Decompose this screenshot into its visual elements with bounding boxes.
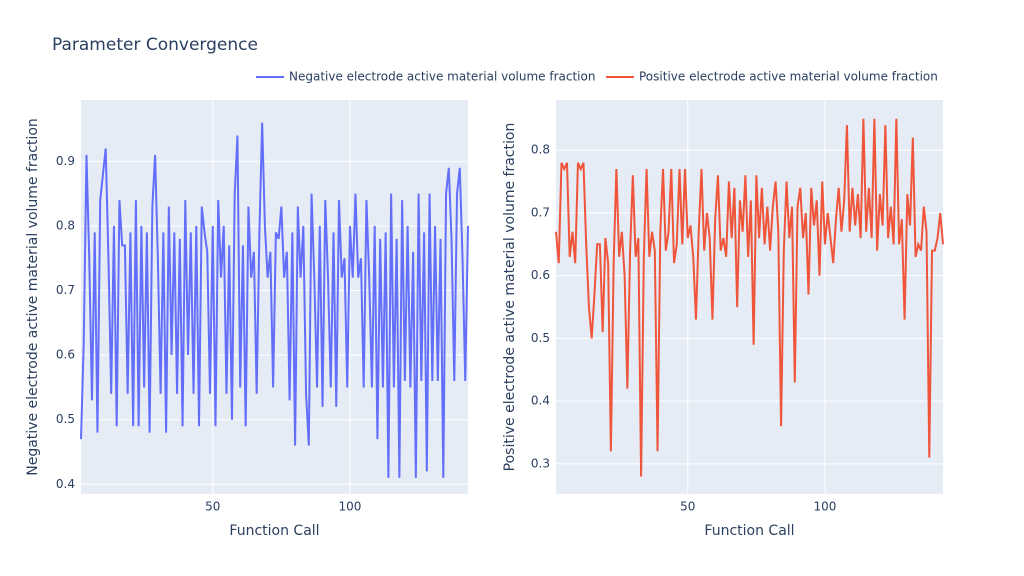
y-tick-label: 0.6 xyxy=(531,268,550,282)
y-tick-label: 0.5 xyxy=(531,331,550,345)
x-tick-label: 50 xyxy=(205,500,220,514)
y-axis-title: Negative electrode active material volum… xyxy=(25,118,41,476)
legend-label: Negative electrode active material volum… xyxy=(289,70,595,84)
chart-title: Parameter Convergence xyxy=(52,35,258,55)
y-tick-label: 0.9 xyxy=(56,154,75,168)
y-tick-label: 0.4 xyxy=(56,477,75,491)
x-tick-label: 50 xyxy=(680,500,695,514)
legend: Negative electrode active material volum… xyxy=(256,70,938,84)
y-axis-title: Positive electrode active material volum… xyxy=(502,123,518,472)
data-line xyxy=(80,122,469,478)
y-tick-label: 0.7 xyxy=(531,205,550,219)
y-tick-label: 0.4 xyxy=(531,394,550,408)
y-tick-label: 0.3 xyxy=(531,456,550,470)
y-tick-label: 0.8 xyxy=(531,143,550,157)
x-axis-title: Function Call xyxy=(229,523,319,539)
y-tick-label: 0.7 xyxy=(56,283,75,297)
y-tick-label: 0.8 xyxy=(56,218,75,232)
data-line xyxy=(555,118,944,477)
y-tick-label: 0.5 xyxy=(56,412,75,426)
x-axis-title: Function Call xyxy=(704,523,794,539)
legend-label: Positive electrode active material volum… xyxy=(639,70,938,84)
x-tick-label: 100 xyxy=(339,500,362,514)
y-tick-label: 0.6 xyxy=(56,348,75,362)
x-tick-label: 100 xyxy=(814,500,837,514)
plot-area xyxy=(556,100,943,494)
